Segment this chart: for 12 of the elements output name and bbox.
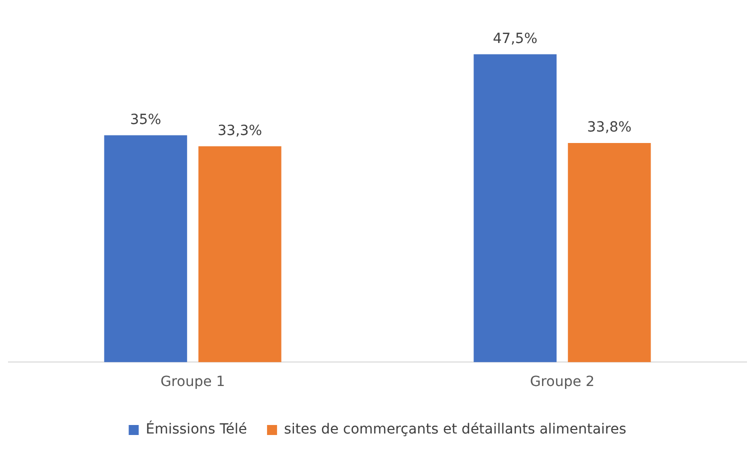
data-label: 47,5% <box>492 30 538 47</box>
data-label: 33,8% <box>587 120 632 136</box>
bar <box>198 146 282 362</box>
legend-label: Émissions Télé <box>146 420 248 438</box>
data-label: 35% <box>130 112 162 128</box>
x-tick-label: Groupe 1 <box>160 374 226 390</box>
x-tick-label: Groupe 2 <box>530 374 595 390</box>
bar <box>568 143 651 362</box>
legend-label: sites de commerçants et détaillants alimentaires <box>284 422 626 438</box>
bar <box>104 135 188 362</box>
data-label: 33,3% <box>218 122 262 139</box>
bar <box>474 54 557 362</box>
